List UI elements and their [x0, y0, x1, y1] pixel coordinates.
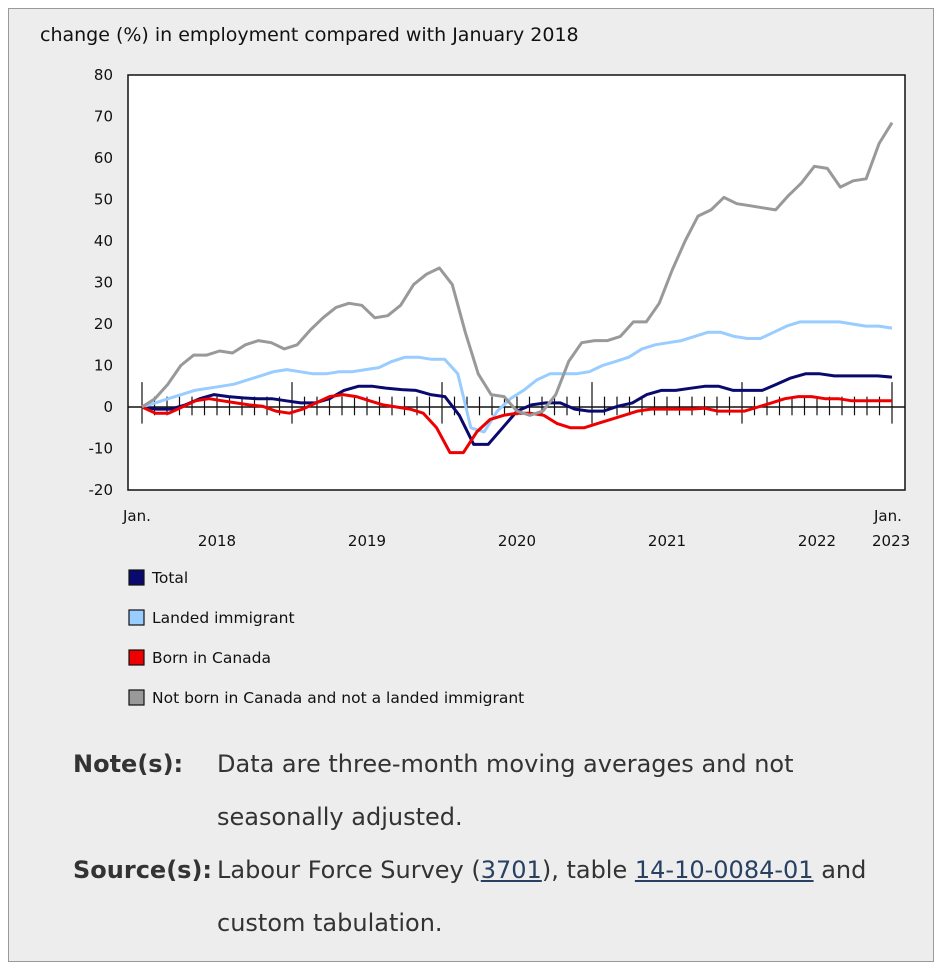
- year-label: 2019: [348, 532, 386, 550]
- source-prefix: Labour Force Survey (: [217, 856, 481, 884]
- legend-label: Landed immigrant: [152, 609, 295, 627]
- legend-label: Total: [151, 569, 188, 587]
- series-line-2: [141, 393, 892, 455]
- legend-swatch: [128, 569, 145, 586]
- legend: Total Landed immigrant Born in Canada Not b…: [128, 569, 524, 707]
- y-tick-label: 40: [94, 232, 113, 250]
- series-line-1: [141, 320, 893, 434]
- note-label: Note(s):: [73, 750, 184, 778]
- x-end-year-label: 2023: [872, 532, 910, 550]
- y-tick-label: 10: [94, 357, 113, 375]
- legend-label: Not born in Canada and not a landed immi…: [152, 689, 524, 707]
- x-start-label: Jan.: [122, 507, 151, 525]
- chart-title: change (%) in employment compared with J…: [40, 24, 579, 46]
- legend-swatch: [128, 689, 145, 706]
- y-tick-label: 30: [94, 274, 113, 292]
- year-label: 2022: [798, 532, 836, 550]
- source-label: Source(s):: [73, 856, 213, 884]
- y-tick-label: 70: [94, 108, 113, 126]
- source-text: Labour Force Survey (3701), table 14-10-…: [217, 844, 913, 950]
- y-tick-label: -10: [89, 440, 114, 458]
- y-tick-label: 0: [103, 398, 113, 416]
- y-tick-label: 50: [94, 191, 113, 209]
- source-suffix: and custom tabulation.: [217, 856, 867, 937]
- year-label: 2020: [498, 532, 536, 550]
- series-lines: [141, 121, 894, 455]
- note-row: Note(s): Data are three-month moving ave…: [73, 738, 913, 844]
- y-tick-label: 20: [94, 315, 113, 333]
- y-tick-label: 80: [94, 66, 113, 84]
- note-text: Data are three-month moving averages and…: [217, 750, 794, 831]
- plot-area: [127, 74, 906, 491]
- table-link[interactable]: 14-10-0084-01: [634, 856, 814, 884]
- year-label: 2021: [648, 532, 686, 550]
- survey-link[interactable]: 3701: [480, 856, 542, 884]
- year-labels: 2018 2019 2020 2021 2022: [198, 532, 836, 550]
- legend-swatch: [128, 609, 145, 626]
- year-label: 2018: [198, 532, 236, 550]
- legend-label: Born in Canada: [152, 649, 271, 667]
- source-middle: ), table: [541, 856, 635, 884]
- chart: change (%) in employment compared with J…: [40, 24, 910, 707]
- x-end-month-label: Jan.: [873, 507, 902, 525]
- y-tick-label: -20: [89, 481, 114, 499]
- notes-section: Note(s): Data are three-month moving ave…: [73, 738, 913, 950]
- legend-swatch: [128, 649, 145, 666]
- y-tick-label: 60: [94, 149, 113, 167]
- series-line-3: [141, 121, 894, 417]
- source-row: Source(s): Labour Force Survey (3701), t…: [73, 844, 913, 950]
- y-axis: 80 70 60 50 40 30 20 10 0 -10 -20: [89, 66, 114, 499]
